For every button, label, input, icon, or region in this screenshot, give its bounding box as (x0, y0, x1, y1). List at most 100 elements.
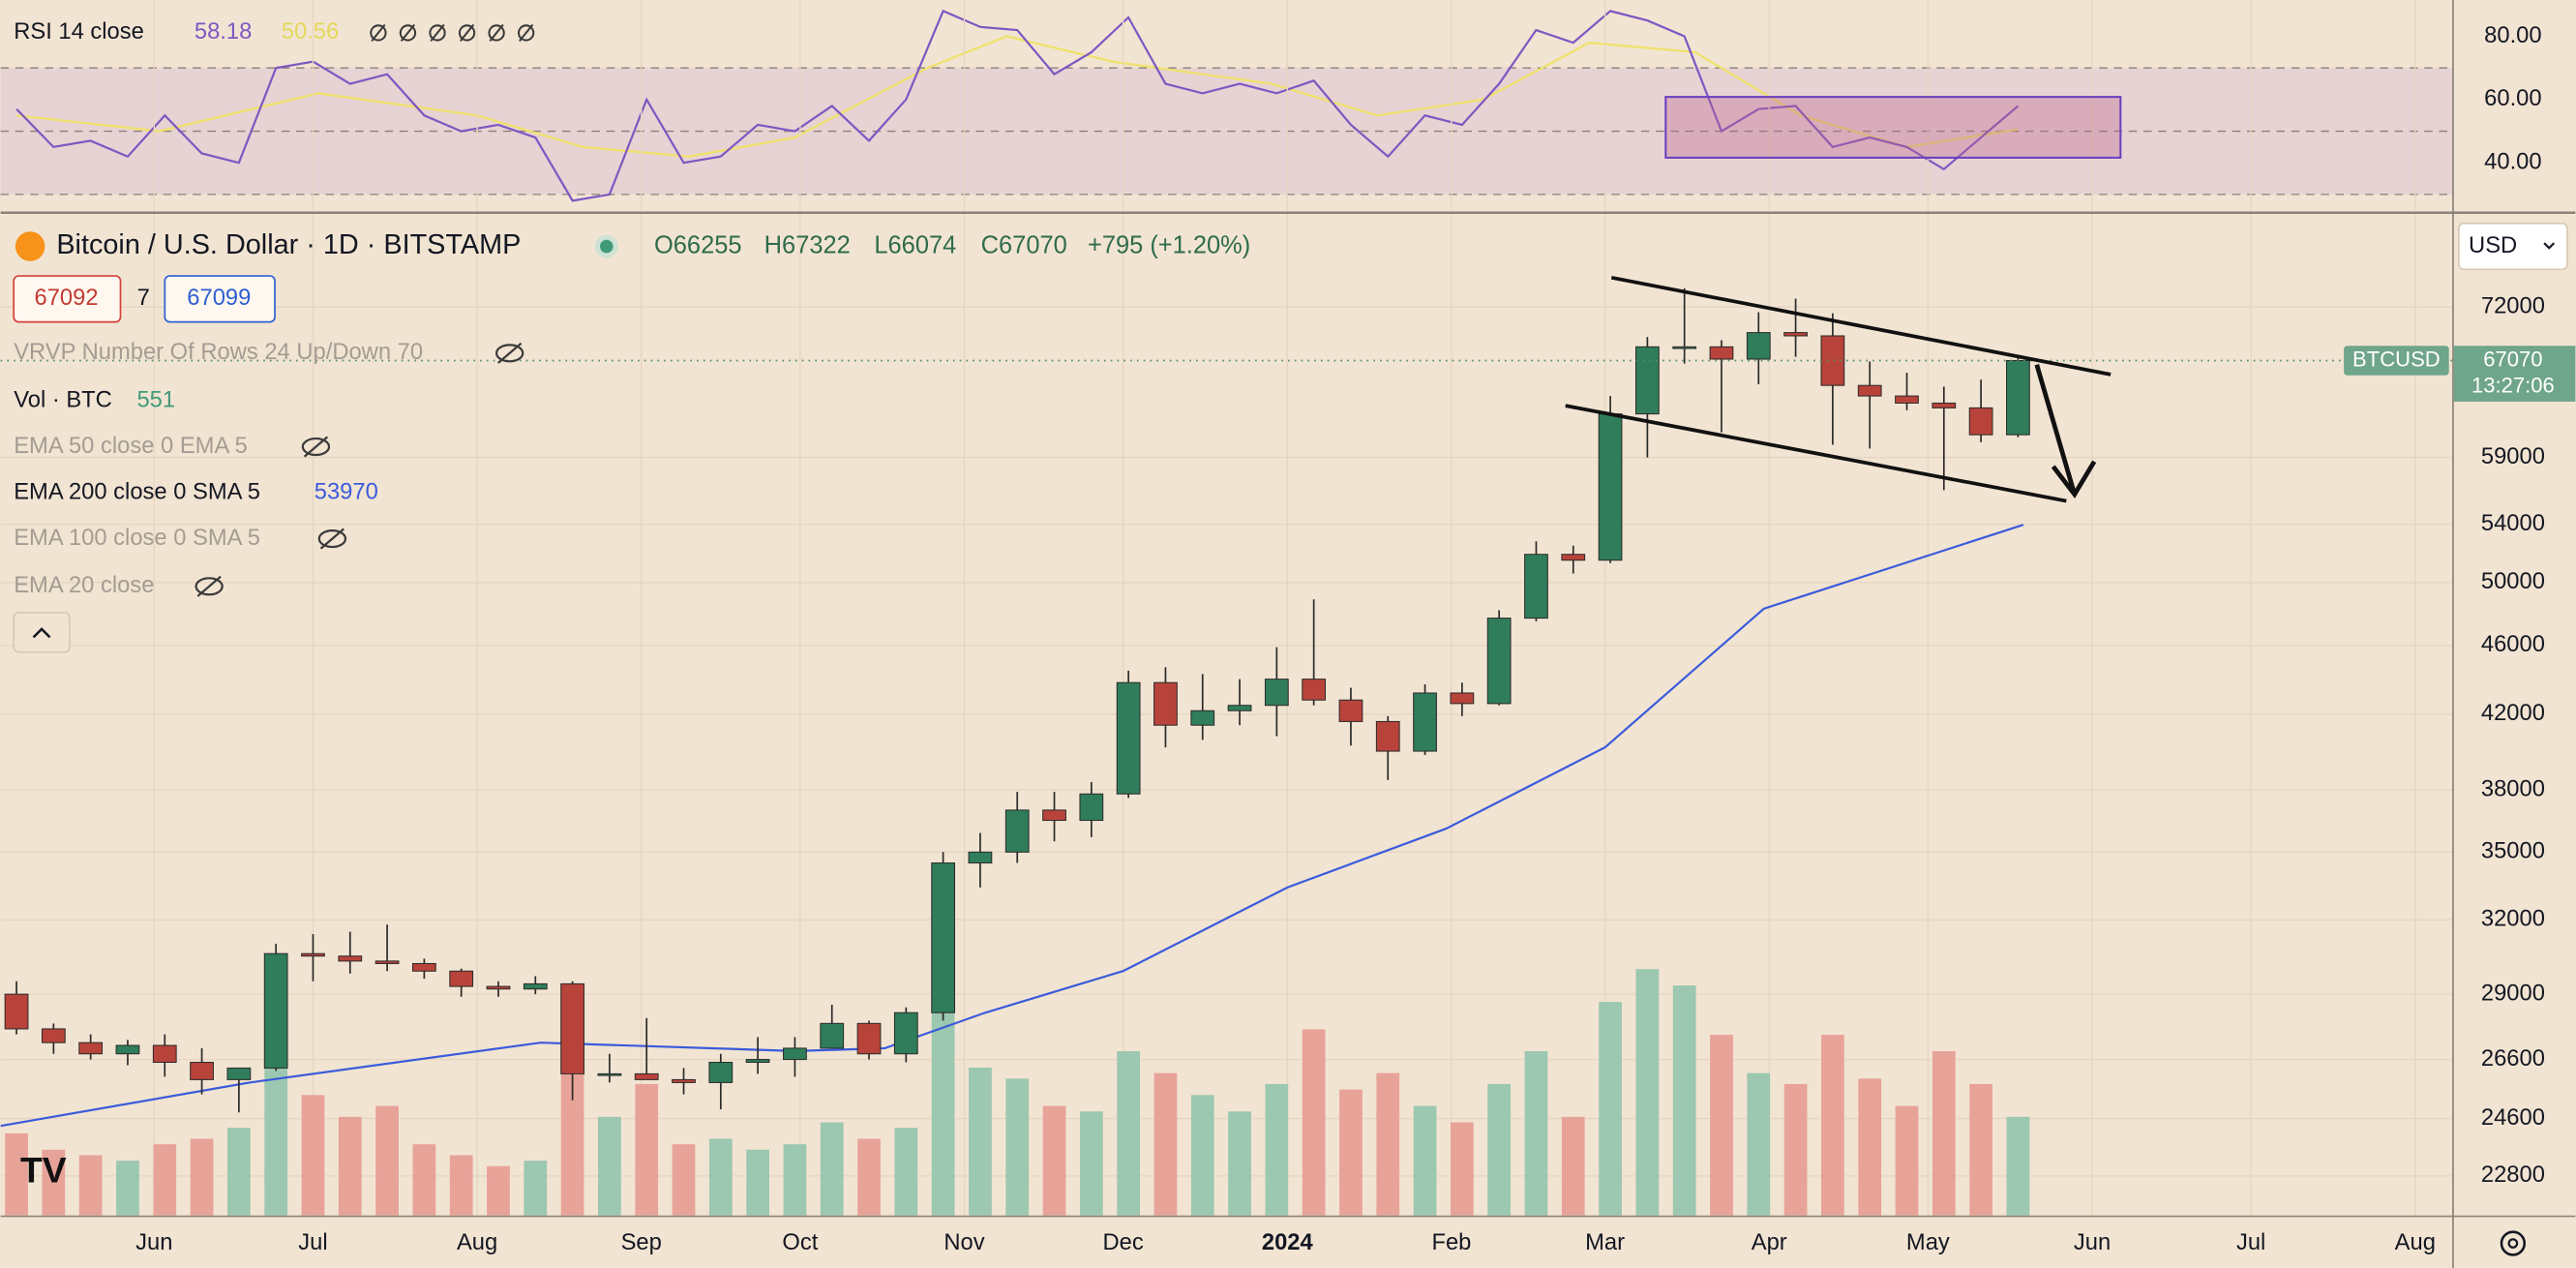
ohlc-open: O66255 (654, 231, 742, 258)
candle-body (338, 955, 363, 962)
hidden-icon-slash (400, 23, 416, 43)
collapse-button[interactable] (13, 612, 71, 653)
candle-body (1968, 407, 1993, 436)
candle-body (1895, 395, 1919, 404)
price-tick-label: 26600 (2481, 1045, 2545, 1072)
volume-bar (1635, 969, 1660, 1216)
price-tick-label: 46000 (2481, 631, 2545, 657)
volume-bar (1821, 1035, 1844, 1216)
volume-bar (672, 1144, 696, 1216)
candle-body (1932, 402, 1957, 408)
x-tick-label: Sep (621, 1229, 662, 1255)
volume-bar (226, 1128, 251, 1216)
hidden-icon (370, 24, 387, 42)
rsi-tick-label: 60.00 (2484, 85, 2541, 111)
volume-bar (1524, 1051, 1548, 1216)
hidden-eye-icon (301, 437, 331, 457)
candle-body (1413, 692, 1437, 752)
channel-lower (1565, 404, 2067, 503)
candle-body (1153, 681, 1178, 726)
volume-bar (5, 1132, 28, 1216)
candle-body (152, 1044, 177, 1064)
volume-bar (375, 1105, 399, 1216)
candle-body (1524, 554, 1548, 619)
price-tick-label: 24600 (2481, 1104, 2545, 1131)
rsi-ma-value: 50.56 (282, 18, 339, 45)
volume-bar (1858, 1078, 1882, 1216)
ohlc-close: C67070 (981, 231, 1067, 258)
select-caret (2543, 242, 2556, 250)
volume-bar (1339, 1089, 1363, 1216)
hidden-icon-slash (371, 23, 386, 43)
candle-body (597, 1072, 622, 1076)
hidden-eye-slash (196, 575, 222, 597)
ohlc-high: H67322 (764, 231, 851, 258)
indicator-ema50: EMA 50 close 0 EMA 5 (14, 433, 248, 459)
volume-bar (487, 1165, 510, 1216)
chevron-up (32, 627, 51, 639)
candle-body (708, 1062, 734, 1083)
indicator-ema20: EMA 20 close (14, 572, 154, 598)
price-tick-label: 50000 (2481, 568, 2545, 594)
rsi-line (15, 9, 2020, 202)
indicator-ema200-value: 53970 (315, 478, 378, 504)
candle-body (41, 1028, 66, 1043)
settings-gear[interactable] (2500, 1230, 2527, 1256)
rsi-tick-label: 40.00 (2484, 148, 2541, 174)
volume-bar (1042, 1105, 1066, 1216)
candle-body (1264, 679, 1289, 707)
candle-body (1598, 413, 1623, 561)
candle-body (190, 1062, 214, 1080)
candle-body (968, 851, 993, 864)
hidden-eye-slash (497, 342, 523, 364)
ask: 67099 (187, 285, 251, 311)
candle-body (78, 1042, 104, 1055)
x-tick-label: Aug (457, 1229, 497, 1255)
candle-body (374, 960, 400, 964)
bid: 67092 (34, 285, 98, 311)
hidden-eye-icon (195, 577, 224, 596)
price-tick-label: 42000 (2481, 700, 2545, 726)
candle-body (412, 962, 436, 972)
volume-bar (1561, 1116, 1585, 1216)
candle-body (486, 985, 511, 990)
price-tick-label: 59000 (2481, 443, 2545, 469)
settings-gear-center (2507, 1238, 2519, 1249)
btc-logo (15, 231, 45, 261)
price-tag-text: 67070 (2483, 347, 2542, 371)
candle-body (1561, 554, 1586, 561)
rsi-pane (0, 9, 2453, 202)
volume-bar (1932, 1051, 1956, 1216)
candle-body (4, 993, 29, 1030)
volume-bar (894, 1128, 918, 1216)
currency-select[interactable] (2458, 222, 2568, 271)
hidden-icon (429, 24, 446, 42)
hidden-icon-slash (459, 23, 475, 43)
candle-body (1116, 681, 1141, 795)
volume-bar (1747, 1072, 1771, 1216)
candle-body (1338, 699, 1363, 722)
countdown: 13:27:06 (2471, 373, 2555, 397)
bid-box[interactable] (13, 275, 122, 323)
spread: 7 (137, 285, 150, 311)
volume-bar (1265, 1083, 1289, 1216)
price-tick-label: 32000 (2481, 906, 2545, 932)
candle-body (226, 1067, 252, 1080)
volume-bar (1450, 1122, 1474, 1216)
ask-box[interactable] (164, 275, 276, 323)
hidden-eye-icon (317, 528, 347, 549)
volume-bar (190, 1138, 214, 1216)
volume-bar (412, 1144, 436, 1216)
volume-bar (1117, 1051, 1141, 1216)
candle-body (1783, 332, 1808, 337)
price-tick-label: 72000 (2481, 292, 2545, 318)
hidden-eye-slash (303, 436, 329, 458)
candle-body (1709, 346, 1734, 360)
volume-bar (1376, 1072, 1400, 1216)
volume-bar (598, 1116, 621, 1216)
x-tick-label: Apr (1752, 1229, 1787, 1255)
down-arrow (2034, 364, 2097, 498)
rsi-label: RSI 14 close (14, 18, 144, 45)
candle-body (1634, 346, 1660, 415)
